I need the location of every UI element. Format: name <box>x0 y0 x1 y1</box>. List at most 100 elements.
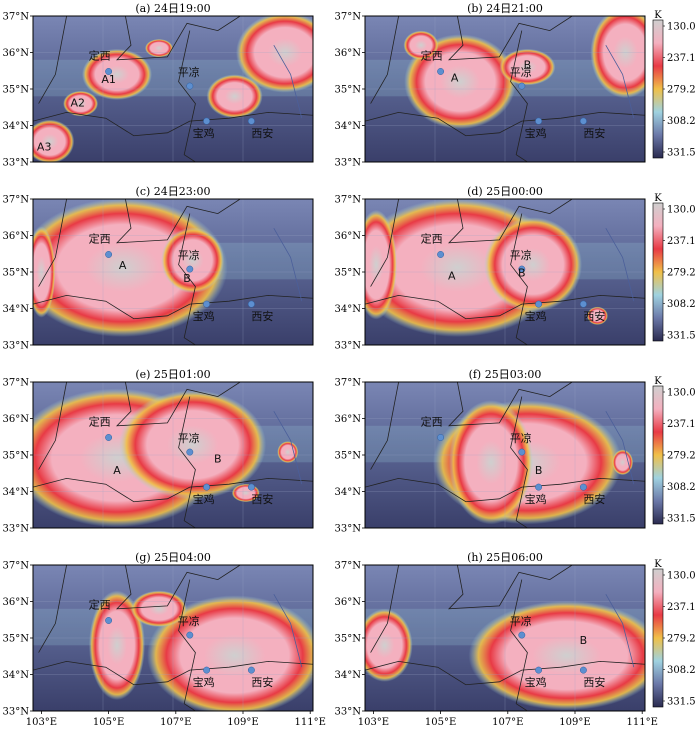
lat-tick-label: 34°N <box>3 670 30 681</box>
river-line <box>273 411 303 485</box>
colorbar-unit: K <box>654 376 662 387</box>
city-marker-baoji <box>203 117 211 125</box>
panel-title: (c) 24日23:00 <box>136 185 211 198</box>
boundary-line <box>448 565 573 610</box>
city-label-pingliang: 平凉 <box>510 614 532 628</box>
convective-cloud <box>449 400 533 525</box>
city-marker-dingxi <box>105 251 113 258</box>
boundary-line <box>365 660 645 686</box>
city-label-xian: 西安 <box>251 492 273 506</box>
colorbar-tick-label: 279.2 <box>667 634 696 645</box>
lat-tick-label: 36°N <box>335 597 362 608</box>
river-line <box>273 594 303 668</box>
boundary-line <box>365 294 645 320</box>
cell-label: B <box>183 272 191 285</box>
panel-title: (a) 24日19:00 <box>135 2 210 15</box>
lat-tick-label: 33°N <box>335 707 362 718</box>
convective-cloud <box>365 209 398 320</box>
boundary-line <box>370 382 399 470</box>
city-marker-pingliang <box>518 631 526 639</box>
boundary-line <box>33 660 313 686</box>
city-label-xian: 西安 <box>251 675 273 689</box>
panel-title: (h) 25日06:00 <box>467 551 543 564</box>
convective-cloud <box>236 16 313 93</box>
colorbar-tick-label: 130.0 <box>667 22 696 33</box>
lat-tick-label: 34°N <box>335 121 362 132</box>
city-marker-xian <box>579 300 587 308</box>
panel-title: (g) 25日04:00 <box>135 551 211 564</box>
city-marker-dingxi <box>437 434 445 441</box>
city-marker-xian <box>247 300 255 308</box>
lon-tick-label: 103°E <box>358 717 389 728</box>
lon-tick-label: 109°E <box>559 717 590 728</box>
convective-cloud <box>590 16 645 99</box>
cell-label: A <box>448 269 456 282</box>
panel-title: (d) 25日00:00 <box>467 185 543 198</box>
cell-label: B <box>518 266 526 279</box>
lat-tick-label: 33°N <box>335 524 362 535</box>
city-label-baoji: 宝鸡 <box>525 675 547 689</box>
city-label-baoji: 宝鸡 <box>193 126 215 140</box>
lat-tick-label: 36°N <box>335 231 362 242</box>
colorbar-tick-label: 308.2 <box>667 299 696 310</box>
city-marker-xian <box>579 483 587 491</box>
colorbar-unit: K <box>654 559 662 570</box>
city-label-pingliang: 平凉 <box>178 248 200 262</box>
lat-tick-label: 35°N <box>3 85 30 96</box>
city-label-xian: 西安 <box>251 309 273 323</box>
city-marker-baoji <box>535 666 543 674</box>
boundary-line <box>38 565 67 653</box>
city-marker-dingxi <box>105 68 113 75</box>
lat-tick-label: 35°N <box>3 451 30 462</box>
convective-cloud <box>468 600 645 711</box>
city-label-pingliang: 平凉 <box>178 614 200 628</box>
lat-tick-label: 34°N <box>3 487 30 498</box>
city-label-baoji: 宝鸡 <box>193 675 215 689</box>
convective-cloud <box>404 34 517 130</box>
colorbar-unit: K <box>654 193 662 204</box>
boundary-line <box>510 579 528 711</box>
river-line <box>605 411 635 485</box>
lat-tick-label: 34°N <box>335 304 362 315</box>
lat-tick-label: 34°N <box>335 487 362 498</box>
city-marker-baoji <box>535 300 543 308</box>
boundary-line <box>370 565 399 653</box>
lat-tick-label: 37°N <box>335 195 362 206</box>
city-marker-xian <box>247 117 255 125</box>
boundary-line <box>33 477 313 503</box>
city-marker-pingliang <box>186 448 194 456</box>
river-line <box>605 228 635 302</box>
city-label-pingliang: 平凉 <box>510 248 532 262</box>
cell-label: B <box>580 634 588 647</box>
cell-label: A <box>451 72 459 85</box>
lat-tick-label: 36°N <box>335 48 362 59</box>
lat-tick-label: 36°N <box>3 48 30 59</box>
city-label-baoji: 宝鸡 <box>193 309 215 323</box>
lat-tick-label: 33°N <box>3 158 30 169</box>
boundary-line <box>370 199 399 287</box>
colorbar-tick-label: 308.2 <box>667 665 696 676</box>
lat-tick-label: 34°N <box>3 121 30 132</box>
boundary-line <box>38 199 67 287</box>
city-marker-baoji <box>535 483 543 491</box>
convective-cloud <box>161 227 225 294</box>
colorbar-tick-label: 308.2 <box>667 482 696 493</box>
colorbar-tick-label: 279.2 <box>667 451 696 462</box>
boundary-line <box>510 30 528 162</box>
city-marker-dingxi <box>437 68 445 75</box>
convective-cloud <box>63 90 99 117</box>
city-label-baoji: 宝鸡 <box>525 126 547 140</box>
lat-tick-label: 37°N <box>335 12 362 23</box>
city-marker-pingliang <box>186 265 194 273</box>
cell-label: B <box>535 464 543 477</box>
lat-tick-label: 36°N <box>335 414 362 425</box>
city-marker-xian <box>579 117 587 125</box>
boundary-line <box>510 213 528 345</box>
city-marker-dingxi <box>105 434 113 441</box>
lat-tick-label: 34°N <box>335 670 362 681</box>
colorbar <box>652 568 664 708</box>
convective-cloud <box>612 449 634 476</box>
city-marker-pingliang <box>518 82 526 90</box>
